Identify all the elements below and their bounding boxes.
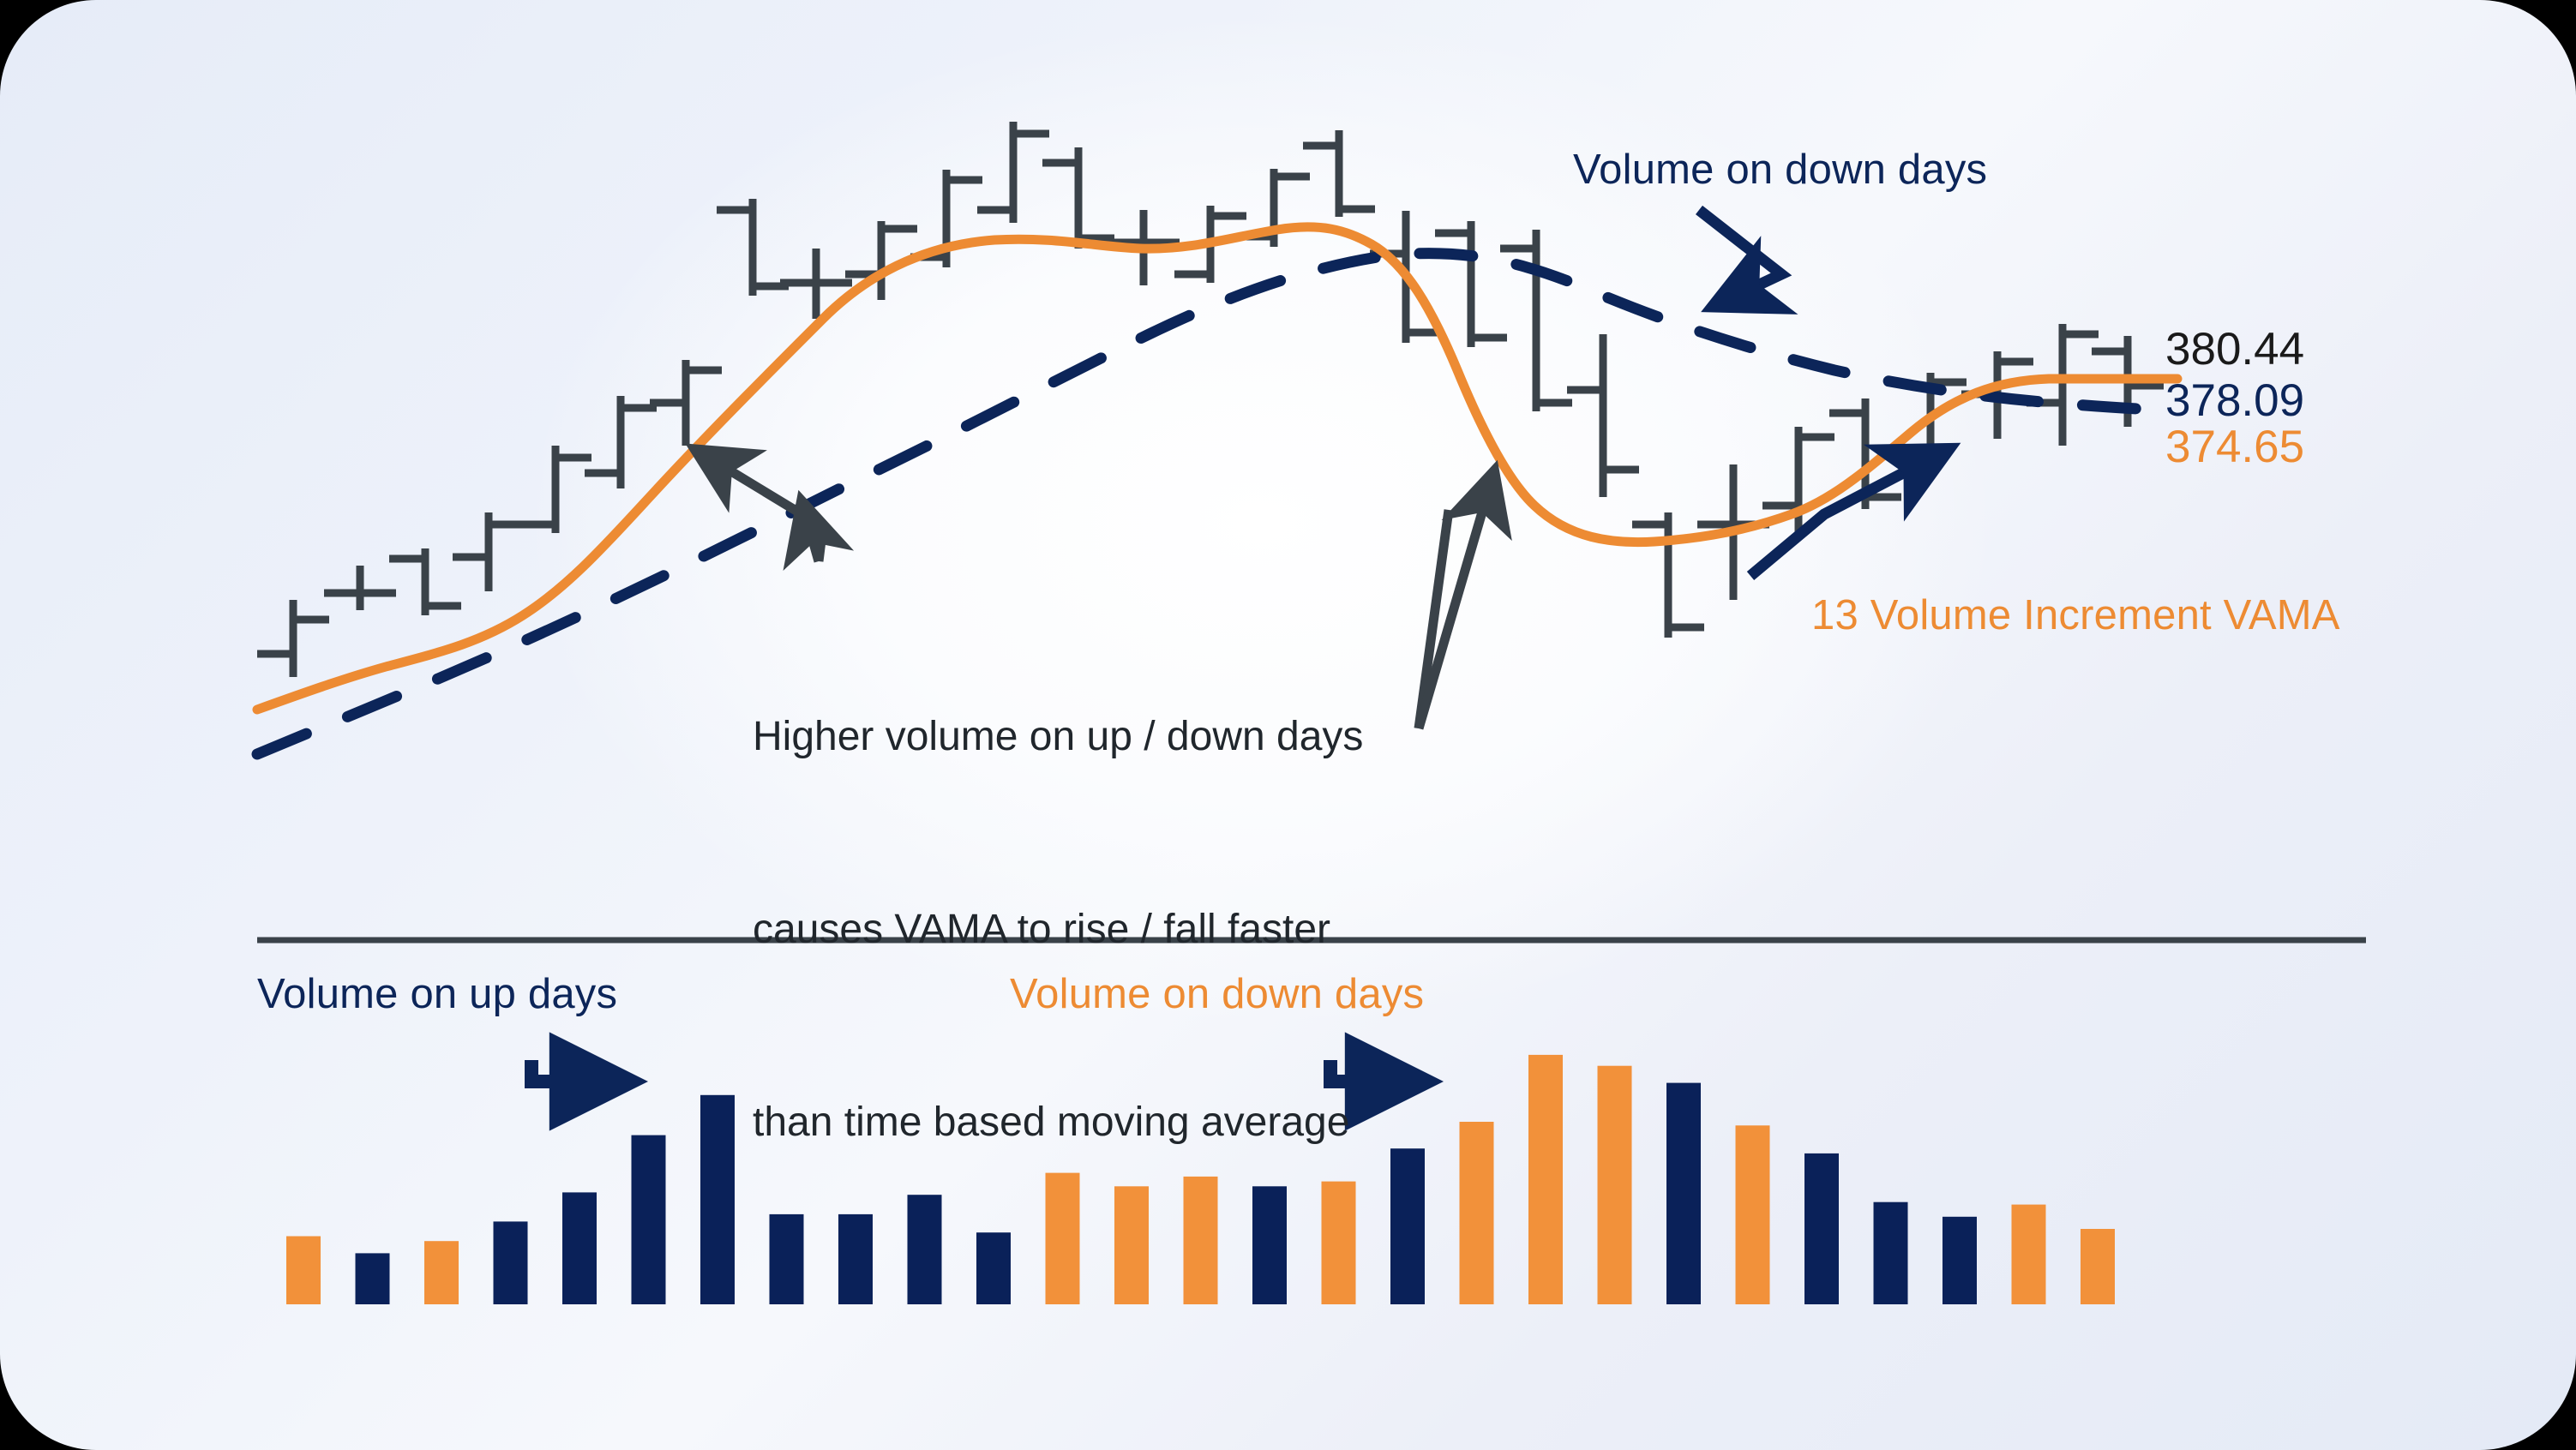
volume-bar [1114,1186,1149,1304]
ohlc-bar [1042,147,1114,249]
volume-bar [1597,1065,1632,1304]
volume-bar [1528,1054,1563,1304]
ohlc-bar [780,249,852,319]
arrow-volume-down-days-bars [1324,1032,1444,1131]
volume-bar [286,1236,321,1304]
volume-bar [700,1094,735,1304]
volume-bar [1390,1148,1425,1304]
ohlc-bar [257,600,329,677]
arrow-volume-down-days-price [1695,205,1798,315]
ohlc-bar [324,566,396,610]
price-label-low: 374.65 [2165,422,2305,472]
volume-bar [1666,1082,1701,1304]
volume-bar [1735,1125,1770,1304]
ohlc-bar [650,360,722,446]
volume-bar [907,1195,942,1304]
ohlc-bar [585,396,657,488]
volume-bar [1459,1122,1494,1304]
volume-bar [838,1213,873,1304]
volume-bar-series [286,1054,2115,1304]
volume-bar [1252,1186,1287,1304]
ohlc-bar [519,446,591,533]
annotation-arrow-left-tip-down [783,489,855,571]
label-volume-on-down-days-price: Volume on down days [1573,147,1988,193]
volume-bar [2011,1204,2046,1304]
volume-bar [424,1241,459,1304]
ohlc-bar [453,512,525,591]
annotation-line-2: causes VAMA to rise / fall faster [753,907,1331,952]
label-volume-on-down-days-bars: Volume on down days [1010,971,1425,1017]
annotation-arrow-right-up [1414,509,1454,729]
time-based-moving-average-line [251,248,2183,760]
volume-bar [2081,1229,2115,1304]
price-label-mid: 378.09 [2165,375,2305,426]
ohlc-bar [389,548,461,615]
price-label-high: 380.44 [2165,324,2305,374]
volume-bar [562,1192,597,1304]
annotation-line-3: than time based moving average [753,1099,1350,1145]
volume-bar [976,1232,1011,1304]
ohlc-bar [1303,130,1375,217]
volume-bar [631,1135,666,1304]
volume-bar [1804,1153,1839,1304]
volume-bar [1183,1176,1218,1304]
ohlc-bar [1435,221,1507,347]
annotation-center-text: Higher volume on up / down days causes V… [753,576,1363,1283]
volume-bar [1873,1201,1908,1304]
volume-bar [493,1221,528,1304]
volume-bar [1045,1172,1080,1304]
ohlc-bar [1632,512,1704,638]
label-volume-on-up-days-bars: Volume on up days [257,971,618,1017]
arrow-vama-legend [1746,442,1961,580]
label-vama-legend: 13 Volume Increment VAMA [1811,592,2340,638]
arrow-volume-up-days-bars [525,1032,649,1131]
ohlc-bar [977,122,1049,223]
vama-line [252,222,2183,715]
ohlc-bar [1500,230,1572,411]
volume-bar [355,1253,390,1304]
ohlc-bar [1762,427,1834,540]
volume-bar [769,1213,804,1304]
volume-bar [1943,1216,1977,1304]
annotation-arrow-right-elbow [1414,459,1512,730]
ohlc-bar [1567,334,1639,497]
annotation-line-1: Higher volume on up / down days [753,714,1364,759]
volume-bar [1321,1181,1356,1304]
